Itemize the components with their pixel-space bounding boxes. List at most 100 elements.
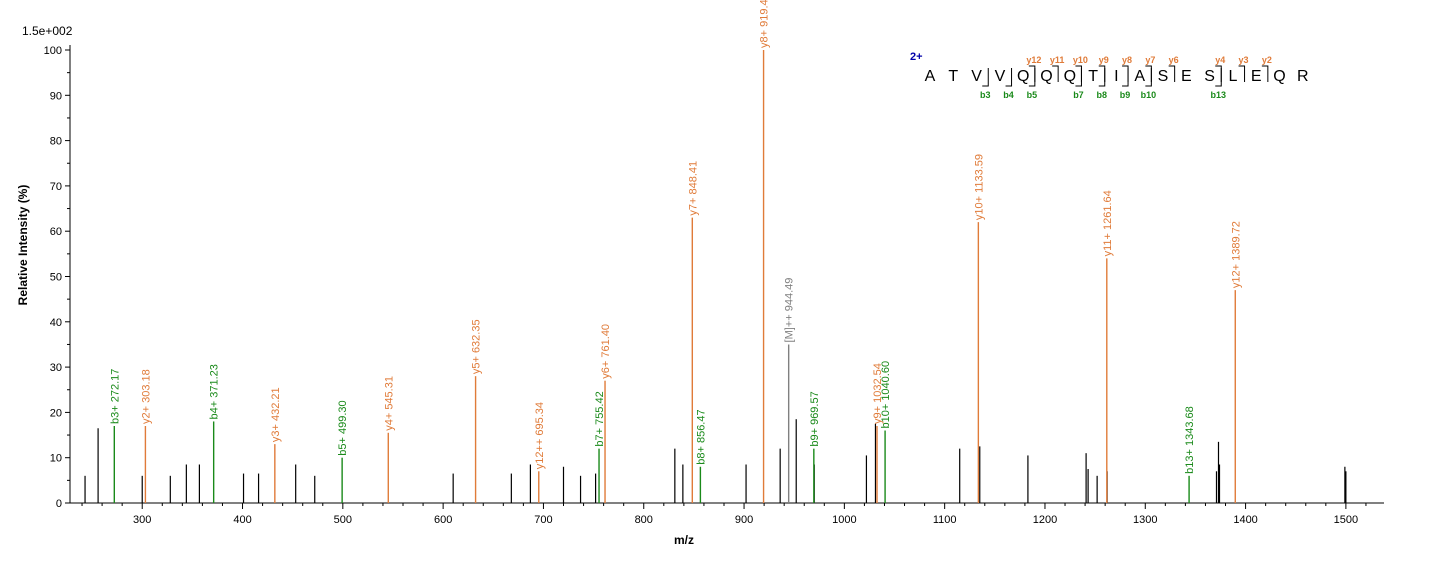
b-fragment-label: b9 [1120,90,1131,100]
x-tick-label: 1400 [1233,514,1257,526]
y-ion-label: y12+ 1389.72 [1230,221,1242,288]
y-tick-label: 90 [50,90,62,102]
x-tick-label: 700 [534,514,552,526]
y-cleavage-mark [1122,65,1129,82]
y-ion-label: y10+ 1133.59 [973,154,985,220]
y-axis: 0 10 20 30 40 50 60 70 80 90 100 [44,45,71,510]
y-cleavage-mark [1052,65,1059,82]
x-tick-label: 1500 [1334,514,1358,526]
y-fragment-label: y2 [1262,55,1272,65]
residue: S [1158,68,1169,85]
y-fragment-label: y12 [1026,55,1041,65]
residue: Q [1064,68,1076,85]
b-cleavage-mark [1075,68,1082,87]
residue: R [1297,68,1309,85]
b-fragment-label: b5 [1027,90,1038,100]
b-cleavage-mark [982,68,989,87]
b-cleavage-mark [1215,68,1222,87]
y-ion-label: y7+ 848.41 [687,161,699,216]
y-tick-label: 70 [50,181,62,193]
y-fragment-label: y6 [1169,55,1179,65]
x-axis: 300 400 500 600 700 800 900 1000 1100 1200 1300 140… [70,502,1384,526]
b-cleavage-mark [1005,68,1013,87]
y-cleavage-mark [1238,65,1246,82]
b-cleavage-mark [1098,68,1106,87]
b-cleavage-mark [1145,68,1152,87]
y-fragment-label: y7 [1145,55,1155,65]
y-tick-label: 40 [50,317,62,329]
y-axis-title: Relative Intensity (%) [16,185,30,306]
residue: E [1251,68,1262,85]
x-tick-label: 1000 [832,514,856,526]
b-ion-label: b3+ 272.17 [109,369,121,424]
intensity-scale-label: 1.5e+002 [22,24,73,38]
x-axis-title: m/z [674,533,694,547]
y-tick-label: 60 [50,226,62,238]
residue: T [1088,68,1098,85]
b-ion-label: b8+ 856.47 [695,409,707,464]
b-ion-label: b13+ 1343.68 [1184,406,1196,474]
b-ion-label: b7+ 755.42 [594,391,606,446]
y-tick-label: 50 [50,272,62,284]
y-cleavage-mark [1028,65,1036,82]
b-fragment-label: b4 [1003,90,1014,100]
y-tick-label: 80 [50,136,62,148]
b-fragment-label: b10 [1141,90,1157,100]
peak-labels-layer: b3+ 272.17 y2+ 303.18 b4+ 371.23 y3+ 432.21… [109,0,1242,474]
y-fragment-label: y10 [1073,55,1088,65]
y-cleavage-mark [1145,65,1152,82]
y-ion-label: y8+ 919.46 [759,0,771,48]
y-fragment-label: y8 [1122,55,1132,65]
b-fragment-label: b7 [1073,90,1084,100]
b-ion-label: b9+ 969.57 [809,391,821,446]
residue: T [948,68,958,85]
charge-state: 2+ [910,51,923,63]
x-tick-label: 400 [233,514,251,526]
y-ion-label: y12++ 695.34 [534,402,546,469]
y-ion-label: y2+ 303.18 [140,369,152,424]
b-ion-label: b4+ 371.23 [209,364,221,419]
y-fragment-label: y9 [1099,55,1109,65]
residue: Q [1017,68,1029,85]
residue: L [1228,68,1237,85]
residue: V [995,68,1006,85]
precursor-ion-label: [M]++ 944.49 [784,278,796,343]
b-ion-label: b5+ 499.30 [337,400,349,455]
y-tick-label: 100 [44,45,62,57]
x-tick-label: 300 [133,514,151,526]
y-cleavage-mark [1075,65,1082,82]
x-tick-label: 1100 [933,514,957,526]
y-cleavage-mark [1098,65,1106,82]
y-fragment-label: y11 [1050,55,1065,65]
y-tick-label: 30 [50,362,62,374]
residue: Q [1040,68,1052,85]
residue: E [1181,68,1192,85]
y-fragment-label: y4 [1215,55,1225,65]
x-tick-label: 900 [735,514,753,526]
y-cleavage-mark [1168,65,1176,82]
x-tick-label: 1300 [1133,514,1157,526]
x-tick-label: 1200 [1033,514,1057,526]
y-cleavage-mark [1261,65,1269,82]
b-cleavage-mark [1028,68,1036,87]
x-tick-label: 600 [434,514,452,526]
y-ion-label: y4+ 545.31 [383,376,395,431]
b-fragment-label: b13 [1210,90,1226,100]
b-fragment-label: b3 [980,90,991,100]
y-tick-label: 20 [50,407,62,419]
b-cleavage-mark [1122,68,1129,87]
y-cleavage-mark [1215,65,1222,82]
residue: V [971,68,982,85]
x-tick-label: 800 [635,514,653,526]
residue: Q [1273,68,1285,85]
y-tick-label: 0 [56,498,62,510]
y-ion-label: y9+ 1032.54 [872,363,884,424]
residue: S [1204,68,1215,85]
y-ion-label: y11+ 1261.64 [1102,190,1114,256]
residue: A [925,68,936,85]
y-tick-label: 10 [50,453,62,465]
b-fragment-label: b8 [1096,90,1107,100]
residue: I [1114,68,1118,85]
residue: A [1134,68,1145,85]
